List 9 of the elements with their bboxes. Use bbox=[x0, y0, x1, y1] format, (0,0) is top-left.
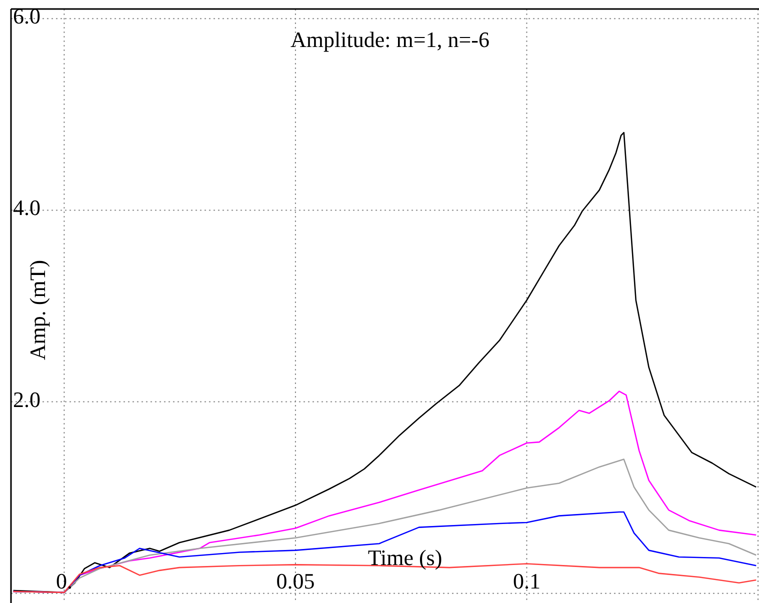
text: Amplitude: m=1, n=-6 bbox=[290, 27, 490, 52]
x-tick-label: 0.1 bbox=[512, 568, 540, 594]
x-tick-label: 0.05 bbox=[276, 568, 315, 594]
x-tick-label: 0. bbox=[56, 568, 72, 594]
y-tick-label: 2.0 bbox=[13, 386, 40, 412]
y-axis-title: Amp. (mT) bbox=[25, 260, 50, 360]
x-axis-title: Time (s) bbox=[368, 545, 442, 570]
y-tick-label: 4.0 bbox=[13, 195, 40, 220]
y-tick-label: 6.0 bbox=[13, 4, 40, 29]
